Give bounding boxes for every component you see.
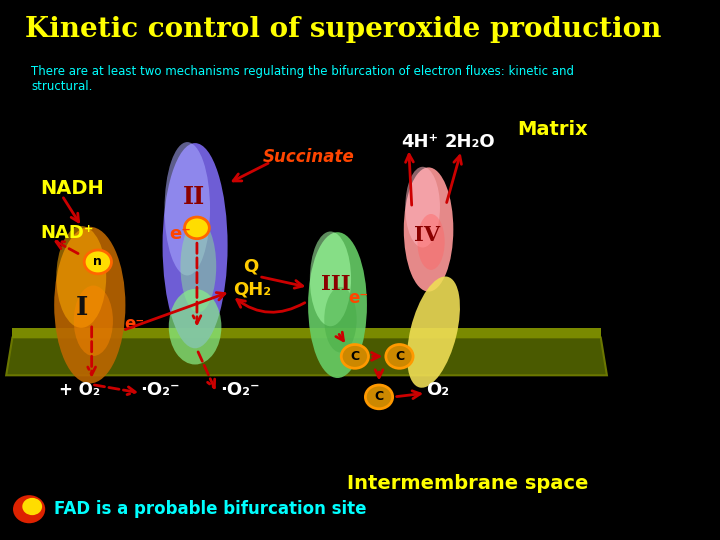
Circle shape [365, 385, 392, 409]
Text: IV: IV [414, 225, 441, 245]
Text: I: I [76, 295, 88, 320]
Text: QH₂: QH₂ [233, 280, 271, 298]
Text: Matrix: Matrix [518, 120, 588, 139]
Ellipse shape [54, 227, 125, 383]
Text: NADH: NADH [40, 179, 104, 198]
Text: ·O₂⁻: ·O₂⁻ [140, 381, 179, 399]
Ellipse shape [308, 232, 367, 378]
Text: ·O₂⁻: ·O₂⁻ [220, 381, 260, 399]
Text: n: n [94, 255, 102, 268]
Ellipse shape [310, 232, 351, 326]
Ellipse shape [73, 286, 113, 356]
Polygon shape [12, 328, 600, 338]
Text: C: C [374, 390, 384, 403]
Ellipse shape [168, 289, 222, 365]
Ellipse shape [181, 220, 216, 312]
Ellipse shape [405, 167, 440, 247]
Text: III: III [321, 273, 351, 294]
Circle shape [13, 495, 45, 523]
Circle shape [386, 345, 413, 368]
Text: II: II [183, 185, 205, 209]
Text: e⁻: e⁻ [348, 289, 368, 307]
Text: There are at least two mechanisms regulating the bifurcation of electron fluxes:: There are at least two mechanisms regula… [31, 65, 574, 93]
Circle shape [22, 498, 42, 515]
Circle shape [341, 345, 369, 368]
Text: Q: Q [243, 257, 258, 275]
Circle shape [184, 217, 210, 239]
Ellipse shape [56, 226, 106, 328]
Ellipse shape [324, 287, 356, 353]
Text: e⁻: e⁻ [169, 225, 191, 242]
Text: NAD⁺: NAD⁺ [40, 224, 94, 241]
Polygon shape [6, 338, 607, 375]
Text: O₂: O₂ [426, 381, 449, 399]
Text: Intermembrane space: Intermembrane space [347, 474, 588, 493]
Text: 2H₂O: 2H₂O [445, 133, 495, 151]
Text: 4H⁺: 4H⁺ [401, 133, 438, 151]
Ellipse shape [407, 276, 460, 388]
Text: + O₂: + O₂ [59, 381, 100, 399]
Text: Succinate: Succinate [264, 148, 355, 166]
Circle shape [84, 250, 112, 274]
Ellipse shape [418, 214, 445, 270]
Text: C: C [395, 350, 404, 363]
Ellipse shape [164, 142, 210, 275]
Text: FAD is a probable bifurcation site: FAD is a probable bifurcation site [55, 500, 367, 518]
Ellipse shape [163, 143, 228, 348]
Text: e⁻: e⁻ [124, 315, 144, 333]
Text: C: C [351, 350, 359, 363]
Ellipse shape [404, 167, 454, 292]
Text: Kinetic control of superoxide production: Kinetic control of superoxide production [24, 16, 661, 43]
